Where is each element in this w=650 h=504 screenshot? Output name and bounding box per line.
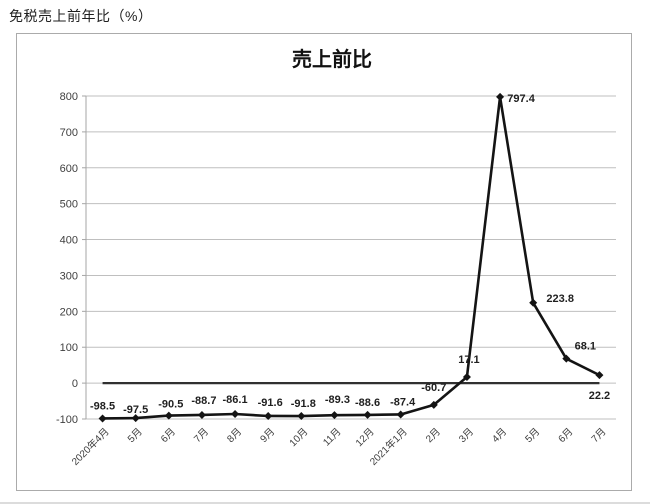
x-axis-label: 2月: [423, 426, 442, 445]
y-axis-label: 800: [60, 91, 78, 103]
data-label: 17.1: [458, 354, 479, 366]
y-axis-label: 0: [72, 378, 78, 390]
data-point-marker: [197, 410, 206, 419]
data-label: 22.2: [589, 390, 610, 402]
data-point-marker: [98, 414, 107, 423]
y-axis-label: 600: [60, 163, 78, 175]
x-axis-label: 10月: [287, 426, 310, 449]
data-label: -91.8: [291, 398, 316, 410]
chart-frame: -100 0 100 200 300 400 500 600 700 800 売上前比 2020年4月…: [16, 33, 632, 491]
series-line: [101, 95, 601, 420]
data-label: -86.1: [223, 394, 248, 406]
x-axis-label: 2020年4月: [69, 425, 112, 468]
x-axis-label: 11月: [321, 426, 344, 449]
data-label: -87.4: [390, 396, 416, 408]
data-point-marker: [595, 371, 604, 380]
data-label: -91.6: [258, 397, 283, 409]
data-label: -89.3: [325, 394, 350, 406]
data-label: 68.1: [575, 341, 596, 353]
chart-title: 売上前比: [292, 47, 372, 71]
data-point-marker: [396, 410, 405, 419]
y-axis-label: 100: [60, 342, 78, 354]
y-axis-label: -100: [56, 414, 78, 426]
x-axis-label: 5月: [125, 426, 144, 445]
bottom-divider: [0, 502, 650, 504]
y-axis-label: 500: [60, 199, 78, 211]
data-point-marker: [164, 411, 173, 420]
data-point-marker: [330, 411, 339, 420]
data-label: -97.5: [123, 404, 148, 416]
y-axis-label: 700: [60, 127, 78, 139]
data-point-marker: [462, 372, 471, 381]
x-axis-label: 4月: [490, 426, 509, 445]
data-label: -88.7: [191, 395, 216, 407]
x-axis-label: 8月: [225, 426, 244, 445]
data-point-marker: [297, 412, 306, 421]
data-label: 223.8: [546, 293, 574, 305]
data-point-marker: [562, 354, 571, 363]
data-label: -90.5: [158, 399, 183, 411]
x-axis-label: 12月: [353, 426, 376, 449]
data-label: -98.5: [90, 400, 115, 412]
data-label: -88.6: [355, 397, 380, 409]
data-point-marker: [363, 410, 372, 419]
data-point-marker: [264, 411, 273, 420]
data-point-marker: [131, 414, 140, 423]
data-label: 797.4: [507, 93, 535, 105]
x-axis-label: 7月: [192, 426, 211, 445]
page-title: 免税売上前年比（%）: [9, 8, 153, 24]
y-axis-label: 200: [60, 306, 78, 318]
x-axis-label: 3月: [457, 426, 476, 445]
data-point-marker: [231, 410, 240, 419]
y-axis-label: 400: [60, 235, 78, 247]
data-point-marker: [529, 298, 538, 307]
x-axis-label: 5月: [523, 426, 542, 445]
x-axis-label: 7月: [589, 426, 608, 445]
x-axis-label: 9月: [258, 426, 277, 445]
y-axis-label: 300: [60, 270, 78, 282]
data-label: -60.7: [421, 382, 446, 394]
data-point-marker: [429, 400, 438, 409]
x-axis-label: 6月: [556, 426, 575, 445]
sales-yoy-line-chart: -100 0 100 200 300 400 500 600 700 800 売上前比 2020年4月…: [56, 47, 616, 468]
x-axis-label: 6月: [158, 426, 177, 445]
data-point-marker: [496, 92, 505, 101]
